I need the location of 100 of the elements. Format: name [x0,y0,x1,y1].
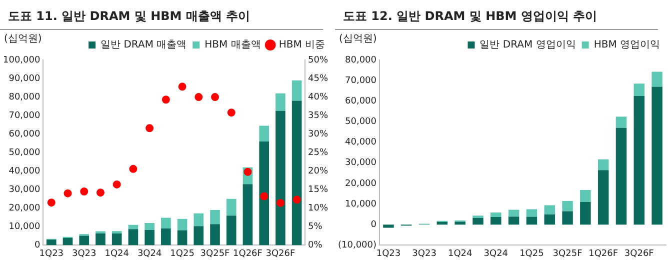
bar [562,211,573,225]
x-tick-label: 1Q25 [170,248,194,259]
x-tick-label: 3Q23 [412,248,436,259]
y2-tick-label: 50% [308,55,328,66]
bar [177,218,188,230]
y-tick-label: 50,000 [8,148,40,158]
x-tick-label: 1Q25 [520,248,544,259]
x-tick-label: 3Q25F [552,248,582,259]
y-tick-label: 80,000 [8,92,40,102]
bar [210,224,220,246]
x-tick-label: 3Q23 [72,248,96,259]
bar [194,226,204,246]
y2-tick-label: 0% [308,240,323,251]
bar [161,218,171,229]
x-tick-label: 1Q24 [448,248,472,259]
point [146,124,154,132]
bar [292,80,302,101]
bar [652,72,662,87]
bar [226,216,236,246]
bar [276,110,286,246]
bar [616,128,627,225]
bar [598,159,609,170]
bar [46,240,56,246]
x-tick-label: 3Q24 [484,248,508,259]
y-tick-label: 60,000 [8,129,40,140]
y-tick-label: 30,000 [8,184,40,195]
x-tick-label: 1Q23 [376,248,401,259]
x-tick-label: 1Q26F [588,248,618,259]
x-tick-label: 1Q26F [233,248,262,259]
point [276,198,284,207]
point [227,108,236,117]
y-tick-label: 20,000 [345,178,377,189]
y2-tick-label: 35% [308,110,328,121]
bar [562,200,573,212]
bar [490,212,502,218]
bar [472,216,484,218]
y-tick-label: 80,000 [345,55,377,66]
bar [634,96,645,225]
y-tick-label: 90,000 [8,74,40,84]
bar [472,218,484,225]
x-tick-label: 1Q23 [39,248,64,259]
bar [242,184,253,246]
y-axis-title: (십억원) [339,34,377,45]
y-tick-label: 30,000 [345,158,377,168]
y2-tick-label: 30% [308,129,328,140]
bar [652,86,662,225]
bar [112,234,122,246]
bar [580,202,591,225]
y-tick-label: 60,000 [345,96,377,106]
bar [210,210,220,224]
y2-tick-label: 10% [308,204,328,214]
y-tick-label: (10,000) [338,240,377,251]
y-axis-title: (십억원) [4,34,42,45]
point [47,198,56,207]
bar [508,210,520,217]
x-tick-label: 1Q24 [104,248,130,259]
bar [526,216,538,225]
y-tick-label: 10,000 [8,222,40,232]
bar [259,126,269,142]
bar [490,217,502,225]
point [260,192,268,200]
chart-title: 도표 11. 일반 DRAM 및 HBM 매출액 추이 [0,0,323,30]
point [129,164,138,173]
point [194,93,203,102]
bar [144,230,154,246]
y-tick-label: 70,000 [345,76,377,86]
y-tick-label: 0 [34,240,40,251]
bar [112,231,122,234]
y-tick-label: 0 [370,220,377,230]
legend-label: 일반 DRAM 영업이익 [480,40,576,51]
bar [292,100,302,246]
bar [276,93,286,111]
bar [383,224,394,228]
y-tick-label: 70,000 [8,110,40,121]
point [292,196,301,204]
legend-label: HBM 비중 [278,40,325,51]
y-tick-label: 20,000 [8,204,40,214]
bar [194,213,204,226]
y2-tick-label: 5% [308,222,323,232]
bar [161,228,171,246]
point [64,189,72,198]
legend-label: HBM 영업이익 [594,40,660,51]
x-tick-label: 3Q26F [266,248,296,259]
bar [454,222,466,225]
bar [508,216,520,225]
y-tick-label: 40,000 [8,166,40,176]
bar [96,233,106,246]
bar [616,116,627,128]
x-tick-label: 3Q24 [137,248,162,259]
bar [226,198,236,216]
point [80,187,88,196]
bar [436,222,448,225]
point [112,180,121,188]
point [162,96,170,104]
bar [79,236,90,246]
bar [544,214,555,225]
bar [128,224,138,230]
x-tick-label: 3Q26F [624,248,654,259]
point [211,93,220,102]
y2-tick-label: 20% [308,166,328,176]
